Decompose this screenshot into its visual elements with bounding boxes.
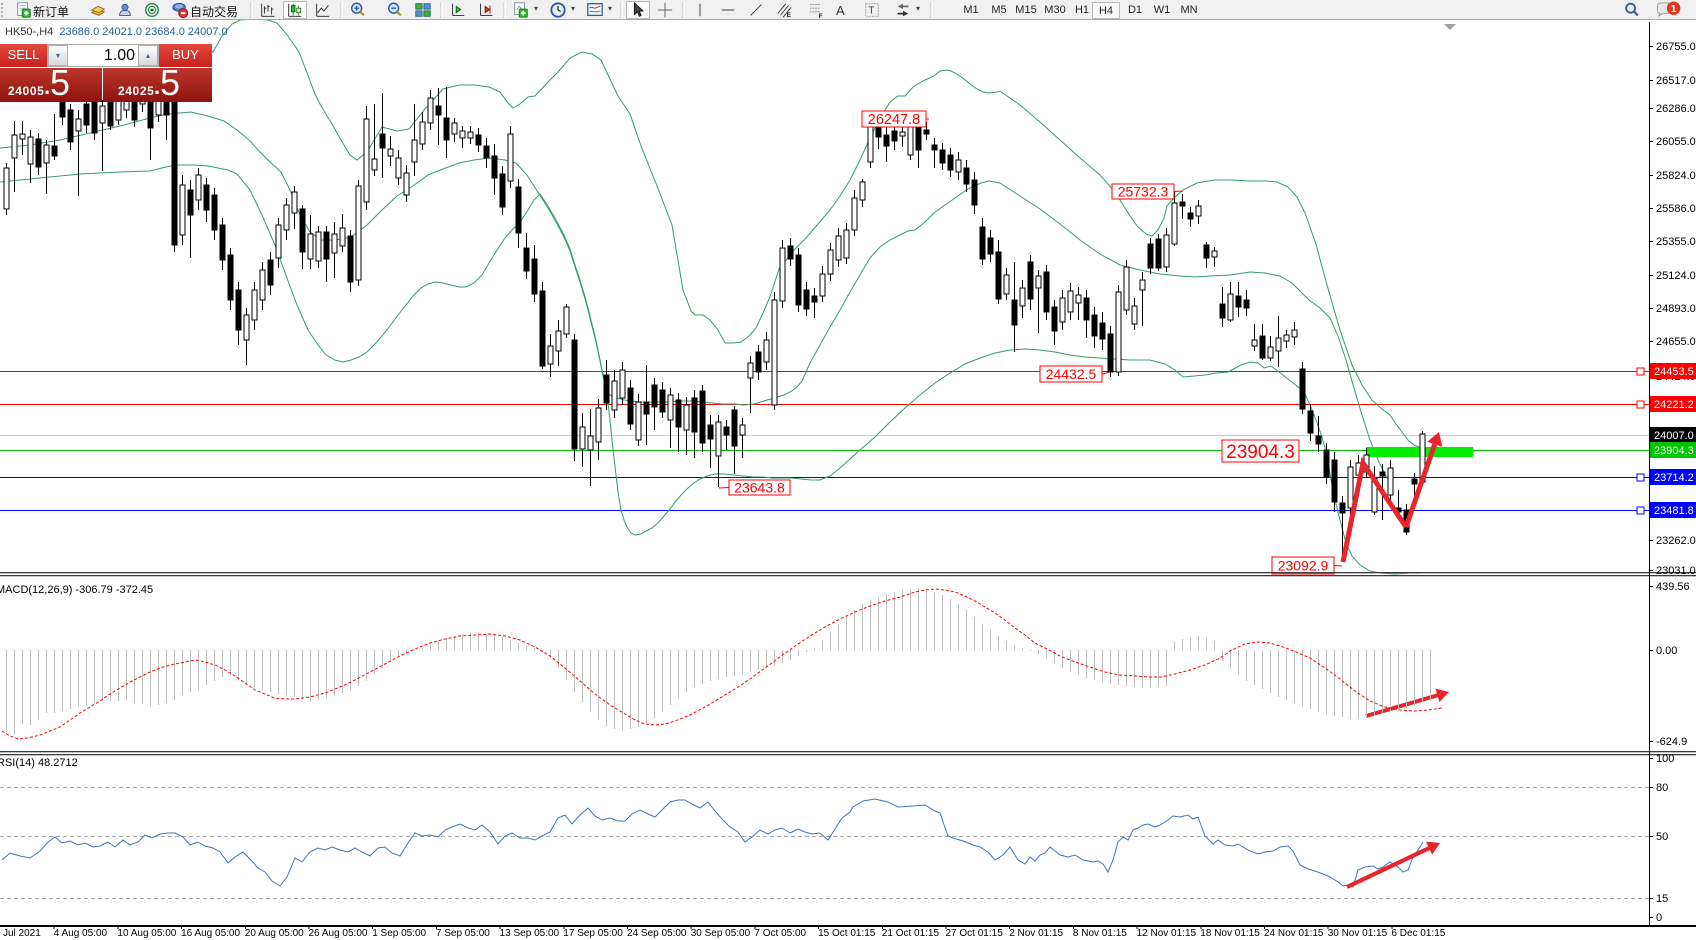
svg-text:24893.0: 24893.0 <box>1656 303 1696 315</box>
svg-text:23031.0: 23031.0 <box>1656 565 1696 577</box>
svg-text:Jul 2021: Jul 2021 <box>3 928 41 939</box>
svg-text:0: 0 <box>1656 912 1662 924</box>
svg-text:18 Nov 01:15: 18 Nov 01:15 <box>1200 928 1260 939</box>
svg-text:27 Oct 01:15: 27 Oct 01:15 <box>946 928 1004 939</box>
svg-text:10 Aug 05:00: 10 Aug 05:00 <box>117 928 176 939</box>
svg-text:24221.2: 24221.2 <box>1654 399 1694 411</box>
svg-text:23904.3: 23904.3 <box>1654 445 1694 457</box>
svg-text:7 Oct 05:00: 7 Oct 05:00 <box>754 928 806 939</box>
svg-text:F: F <box>819 13 823 19</box>
svg-text:24 Sep 05:00: 24 Sep 05:00 <box>627 928 687 939</box>
svg-text:30 Sep 05:00: 30 Sep 05:00 <box>691 928 751 939</box>
svg-text:25732.3: 25732.3 <box>1118 184 1169 200</box>
svg-text:-624.9: -624.9 <box>1656 736 1687 748</box>
svg-text:24432.5: 24432.5 <box>1046 366 1097 382</box>
svg-text:26247.8: 26247.8 <box>868 112 920 128</box>
svg-text:26 Aug 05:00: 26 Aug 05:00 <box>309 928 368 939</box>
svg-text:4 Aug 05:00: 4 Aug 05:00 <box>54 928 108 939</box>
svg-text:23481.8: 23481.8 <box>1654 505 1694 517</box>
svg-text:24453.5: 24453.5 <box>1654 366 1694 378</box>
svg-text:23092.9: 23092.9 <box>1278 558 1329 574</box>
svg-text:7 Sep 05:00: 7 Sep 05:00 <box>436 928 490 939</box>
svg-text:MACD(12,26,9) -306.79 -372.45: MACD(12,26,9) -306.79 -372.45 <box>0 584 153 596</box>
svg-text:E: E <box>787 12 791 19</box>
svg-text:12 Nov 01:15: 12 Nov 01:15 <box>1137 928 1197 939</box>
svg-text:23643.8: 23643.8 <box>734 480 785 496</box>
svg-text:21 Oct 01:15: 21 Oct 01:15 <box>882 928 940 939</box>
svg-text:6 Dec 01:15: 6 Dec 01:15 <box>1391 928 1445 939</box>
svg-text:439.56: 439.56 <box>1656 581 1690 593</box>
svg-text:25586.0: 25586.0 <box>1656 203 1696 215</box>
svg-text:24655.0: 24655.0 <box>1656 336 1696 348</box>
svg-text:20 Aug 05:00: 20 Aug 05:00 <box>245 928 304 939</box>
svg-text:15: 15 <box>1656 893 1668 905</box>
svg-text:1 Sep 05:00: 1 Sep 05:00 <box>372 928 426 939</box>
svg-text:17 Sep 05:00: 17 Sep 05:00 <box>563 928 623 939</box>
svg-text:RSI(14) 48.2712: RSI(14) 48.2712 <box>0 757 78 769</box>
svg-text:23262.0: 23262.0 <box>1656 535 1696 547</box>
svg-text:25124.0: 25124.0 <box>1656 270 1696 282</box>
svg-text:26517.0: 26517.0 <box>1656 75 1696 87</box>
svg-text:8 Nov 01:15: 8 Nov 01:15 <box>1073 928 1127 939</box>
svg-text:24 Nov 01:15: 24 Nov 01:15 <box>1264 928 1324 939</box>
svg-text:T: T <box>868 6 874 17</box>
svg-text:1: 1 <box>1671 4 1677 15</box>
svg-text:23904.3: 23904.3 <box>1226 442 1295 463</box>
svg-text:26055.0: 26055.0 <box>1656 136 1696 148</box>
svg-text:26286.0: 26286.0 <box>1656 103 1696 115</box>
svg-text:23714.2: 23714.2 <box>1654 472 1694 484</box>
svg-text:80: 80 <box>1656 782 1668 794</box>
svg-text:50: 50 <box>1656 831 1668 843</box>
svg-text:15 Oct 01:15: 15 Oct 01:15 <box>818 928 876 939</box>
svg-text:13 Sep 05:00: 13 Sep 05:00 <box>500 928 560 939</box>
svg-text:26755.0: 26755.0 <box>1656 41 1696 53</box>
svg-text:16 Aug 05:00: 16 Aug 05:00 <box>181 928 240 939</box>
svg-text:25824.0: 25824.0 <box>1656 170 1696 182</box>
svg-text:100: 100 <box>1656 753 1674 765</box>
svg-text:30 Nov 01:15: 30 Nov 01:15 <box>1328 928 1388 939</box>
svg-text:0.00: 0.00 <box>1656 645 1677 657</box>
svg-text:25355.0: 25355.0 <box>1656 236 1696 248</box>
svg-text:24007.0: 24007.0 <box>1654 430 1694 442</box>
svg-text:2 Nov 01:15: 2 Nov 01:15 <box>1009 928 1063 939</box>
